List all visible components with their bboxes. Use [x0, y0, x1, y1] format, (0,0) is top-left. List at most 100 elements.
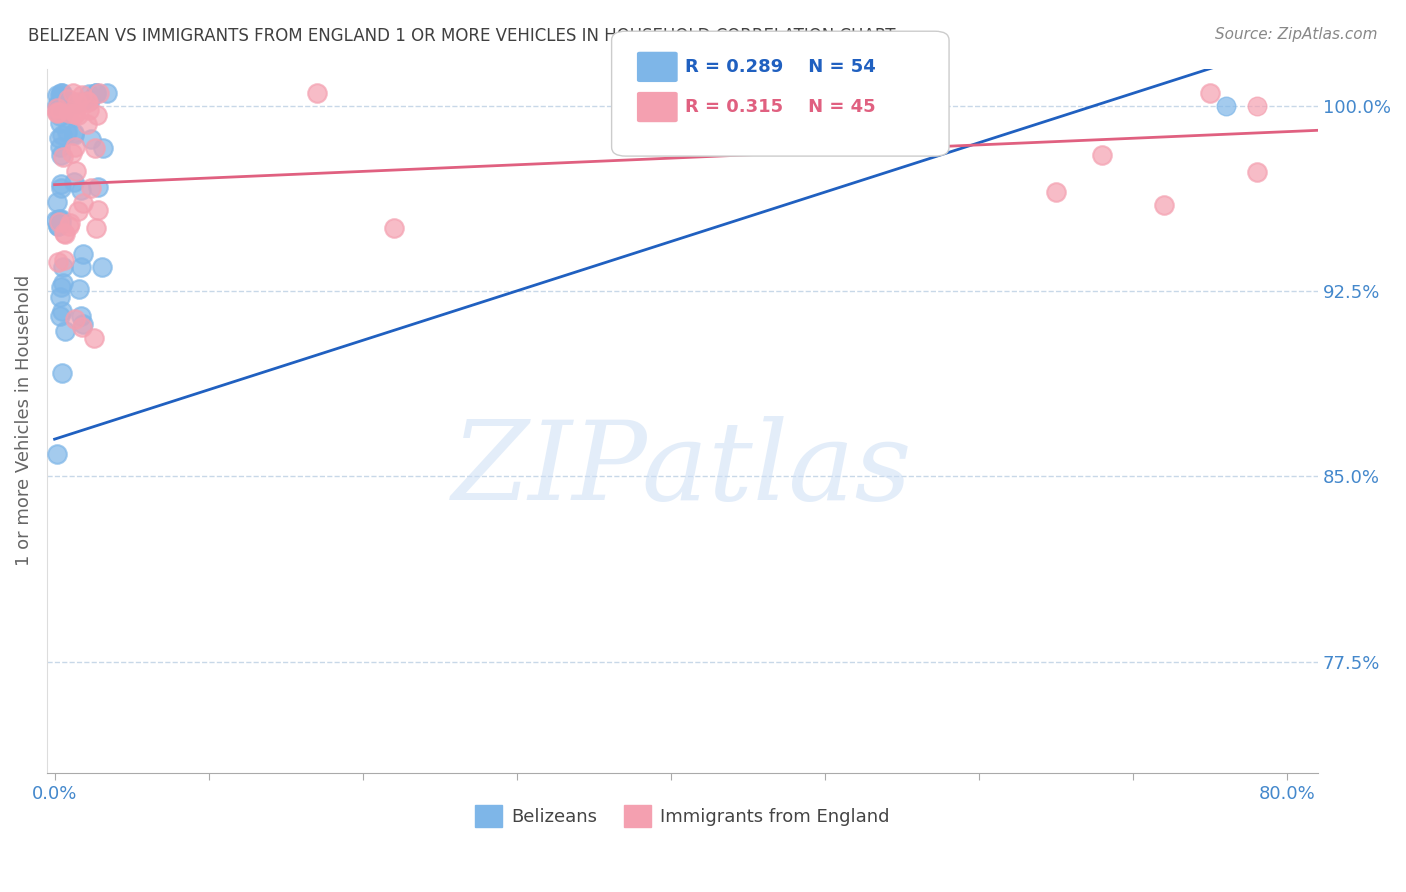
- Point: [49, 289, 72, 303]
- Point: [51, 94, 73, 108]
- Point: [76, 95, 98, 109]
- Point: [51, 304, 73, 318]
- Point: [1215, 98, 1237, 112]
- Text: R = 0.289    N = 54: R = 0.289 N = 54: [685, 58, 876, 76]
- Legend: Belizeans, Immigrants from England: Belizeans, Immigrants from England: [468, 797, 897, 834]
- Point: [46, 99, 69, 113]
- Point: [53, 252, 76, 267]
- Point: [305, 87, 328, 101]
- Point: [63, 140, 86, 154]
- Point: [52, 226, 75, 240]
- Point: [1091, 148, 1114, 162]
- Y-axis label: 1 or more Vehicles in Household: 1 or more Vehicles in Household: [15, 275, 32, 566]
- Point: [62, 145, 84, 160]
- Point: [51, 366, 73, 380]
- Point: [65, 95, 87, 110]
- Point: [77, 103, 100, 118]
- Point: [49, 116, 72, 130]
- Point: [46, 98, 69, 112]
- Point: [58, 219, 80, 233]
- Point: [70, 88, 93, 103]
- Point: [49, 148, 72, 162]
- Point: [83, 331, 105, 345]
- Point: [48, 211, 70, 226]
- Point: [67, 282, 90, 296]
- Point: [86, 108, 108, 122]
- Point: [86, 179, 108, 194]
- Text: Source: ZipAtlas.com: Source: ZipAtlas.com: [1215, 27, 1378, 42]
- Point: [79, 87, 101, 102]
- Point: [53, 324, 76, 338]
- Point: [46, 106, 69, 120]
- Point: [84, 221, 107, 235]
- Point: [72, 247, 94, 261]
- Point: [84, 141, 107, 155]
- Point: [46, 446, 69, 460]
- Point: [1246, 165, 1268, 179]
- Point: [49, 177, 72, 191]
- Point: [63, 175, 86, 189]
- Point: [63, 128, 86, 143]
- Point: [49, 87, 72, 101]
- Point: [48, 254, 70, 268]
- Point: [66, 95, 89, 109]
- Text: ZIPatlas: ZIPatlas: [453, 417, 912, 524]
- Point: [59, 216, 82, 230]
- Point: [49, 96, 72, 111]
- Point: [49, 310, 72, 324]
- Point: [49, 87, 72, 102]
- Point: [49, 140, 72, 154]
- Point: [72, 317, 94, 331]
- Point: [1153, 198, 1175, 212]
- Text: R = 0.315    N = 45: R = 0.315 N = 45: [685, 98, 876, 116]
- Point: [76, 117, 98, 131]
- Point: [72, 196, 94, 211]
- Point: [46, 101, 69, 115]
- Point: [48, 131, 70, 145]
- Point: [58, 106, 80, 120]
- Point: [90, 260, 112, 274]
- Point: [51, 128, 73, 142]
- Point: [52, 260, 75, 275]
- Point: [45, 105, 67, 120]
- Point: [63, 107, 86, 121]
- Point: [70, 183, 93, 197]
- Point: [96, 87, 118, 101]
- Point: [56, 92, 79, 106]
- Point: [51, 95, 73, 110]
- Point: [48, 109, 70, 123]
- Point: [80, 132, 103, 146]
- Point: [69, 309, 91, 323]
- Point: [72, 319, 94, 334]
- Point: [79, 93, 101, 107]
- Point: [52, 105, 75, 120]
- Point: [382, 220, 405, 235]
- Point: [91, 141, 114, 155]
- Point: [70, 260, 93, 274]
- Point: [80, 180, 103, 194]
- Point: [84, 87, 107, 101]
- Point: [62, 126, 84, 140]
- Point: [45, 194, 67, 209]
- Point: [52, 276, 75, 290]
- Point: [66, 203, 89, 218]
- Point: [1199, 87, 1222, 101]
- Point: [45, 213, 67, 227]
- Point: [77, 95, 100, 109]
- Point: [51, 87, 73, 101]
- Point: [48, 215, 70, 229]
- Point: [49, 181, 72, 195]
- Point: [1045, 186, 1067, 200]
- Point: [84, 87, 107, 101]
- Point: [87, 87, 110, 101]
- Point: [52, 150, 75, 164]
- Text: BELIZEAN VS IMMIGRANTS FROM ENGLAND 1 OR MORE VEHICLES IN HOUSEHOLD CORRELATION : BELIZEAN VS IMMIGRANTS FROM ENGLAND 1 OR…: [28, 27, 896, 45]
- Point: [66, 108, 89, 122]
- Point: [53, 227, 76, 242]
- Point: [49, 216, 72, 230]
- Point: [49, 104, 72, 119]
- Point: [62, 87, 84, 101]
- Point: [56, 125, 79, 139]
- Point: [49, 279, 72, 293]
- Point: [49, 212, 72, 227]
